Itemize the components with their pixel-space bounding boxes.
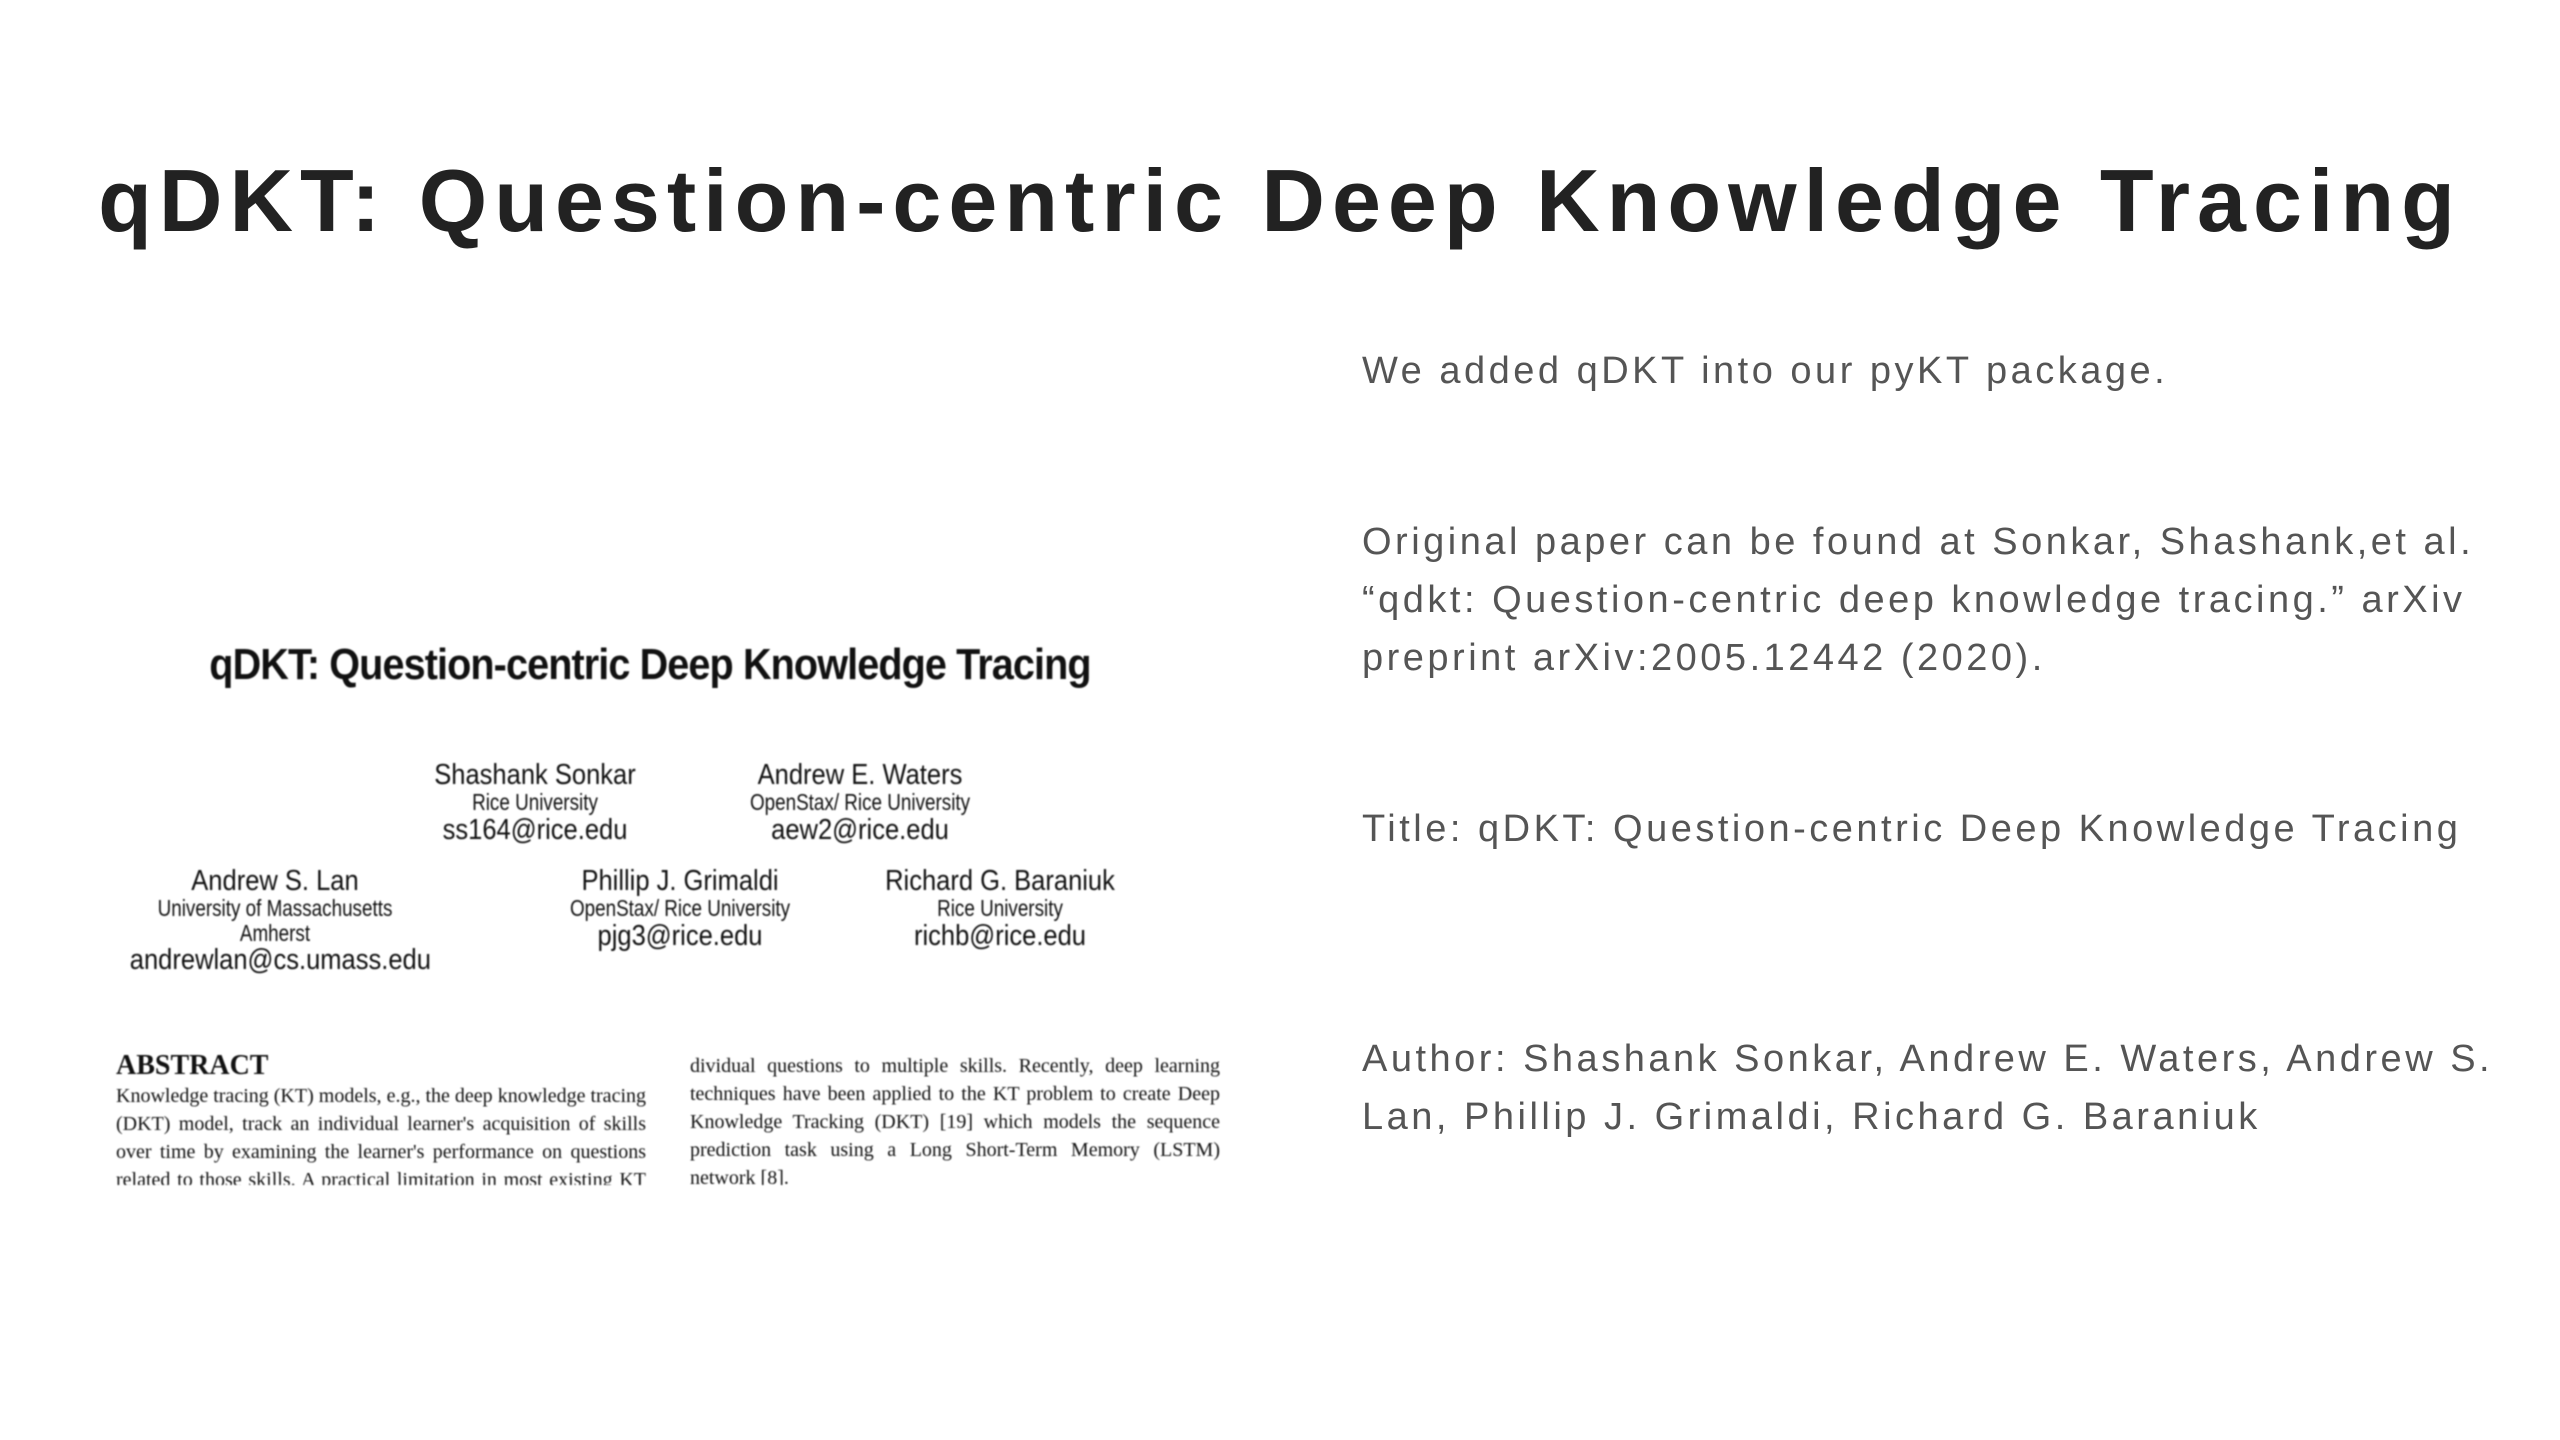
- author-name: Phillip J. Grimaldi: [581, 865, 779, 897]
- abstract-text: dividual questions to multiple skills. R…: [690, 1055, 1220, 1189]
- author-affiliation: Rice University: [472, 789, 598, 816]
- author-email: aew2@rice.edu: [771, 813, 949, 846]
- crop-edge: [110, 1185, 1230, 1200]
- original-paper-citation: Original paper can be found at Sonkar, S…: [1362, 521, 2475, 679]
- author-email: andrewlan@cs.umass.edu: [129, 943, 431, 976]
- author-name: Andrew S. Lan: [191, 865, 359, 897]
- paper-title-line: Title: qDKT: Question-centric Deep Knowl…: [1362, 808, 2462, 850]
- added-note: We added qDKT into our pyKT package.: [1362, 350, 2169, 392]
- paper-preview-image: qDKT: Question-centric Deep Knowledge Tr…: [110, 620, 1230, 1200]
- author-email: pjg3@rice.edu: [597, 919, 763, 952]
- author-block: Phillip J. Grimaldi OpenStax/ Rice Unive…: [520, 866, 840, 951]
- author-affiliation: Rice University: [937, 895, 1063, 922]
- abstract-heading: ABSTRACT: [116, 1050, 269, 1081]
- author-affiliation: OpenStax/ Rice University: [749, 789, 971, 816]
- paper-title: qDKT: Question-centric Deep Knowledge Tr…: [209, 640, 1091, 689]
- slide-title: qDKT: Question-centric Deep Knowledge Tr…: [98, 151, 2462, 250]
- author-affiliation: OpenStax/ Rice University: [569, 895, 791, 922]
- author-affiliation: University of Massachusetts Amherst: [157, 895, 393, 946]
- abstract-right-column: dividual questions to multiple skills. R…: [690, 1052, 1220, 1192]
- author-email: richb@rice.edu: [913, 919, 1087, 952]
- author-email: ss164@rice.edu: [442, 813, 628, 846]
- author-name: Andrew E. Waters: [757, 759, 963, 791]
- author-block: Richard G. Baraniuk Rice University rich…: [840, 866, 1160, 951]
- abstract-left-column: ABSTRACT Knowledge tracing (KT) models, …: [116, 1050, 646, 1200]
- author-block: Shashank Sonkar Rice University ss164@ri…: [385, 760, 685, 845]
- author-block: Andrew S. Lan University of Massachusett…: [110, 865, 440, 976]
- author-name: Shashank Sonkar: [434, 759, 636, 791]
- paper-author-line: Author: Shashank Sonkar, Andrew E. Water…: [1362, 1038, 2494, 1138]
- abstract-text: Knowledge tracing (KT) models, e.g., the…: [116, 1085, 646, 1200]
- author-block: Andrew E. Waters OpenStax/ Rice Universi…: [690, 760, 1030, 845]
- author-name: Richard G. Baraniuk: [885, 865, 1115, 897]
